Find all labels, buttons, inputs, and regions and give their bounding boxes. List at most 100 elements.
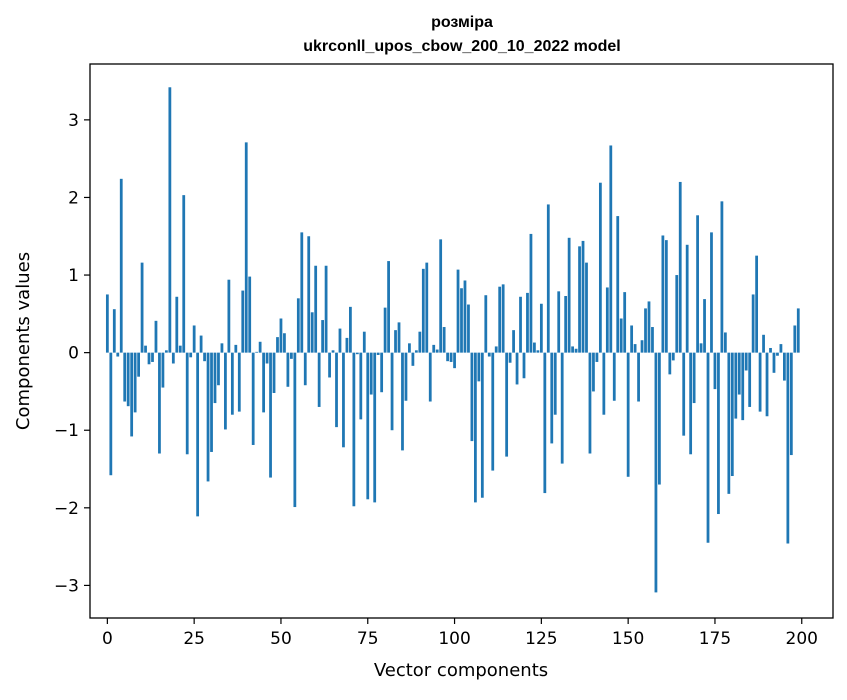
bar (355, 352, 359, 355)
bar (289, 352, 293, 359)
bar (605, 287, 609, 353)
bar (730, 352, 734, 477)
bar (765, 352, 769, 417)
bar (328, 352, 331, 378)
bar (397, 322, 401, 353)
bar (105, 294, 109, 353)
bar (352, 352, 356, 507)
bar (251, 352, 255, 445)
bar (661, 235, 665, 353)
bar (387, 261, 390, 353)
bar (633, 344, 637, 353)
bar (585, 262, 588, 353)
bar (581, 240, 585, 353)
bar (751, 294, 755, 353)
bar (373, 352, 377, 503)
bar (414, 350, 418, 353)
bar (456, 269, 460, 353)
bar (460, 288, 463, 353)
bar (390, 352, 394, 431)
bar (623, 292, 627, 353)
bar (307, 236, 311, 353)
y-axis-label: Components values (13, 252, 34, 430)
bar (293, 352, 297, 508)
bar (467, 304, 470, 353)
bar (310, 312, 314, 353)
bar (536, 350, 540, 353)
bar (515, 352, 519, 385)
bar (713, 352, 717, 390)
bar (109, 352, 113, 476)
bar (637, 352, 640, 402)
bar (505, 352, 509, 457)
bar (369, 352, 373, 395)
x-tick-label: 25 (183, 629, 205, 649)
bar (529, 233, 533, 353)
bar (112, 309, 116, 353)
bar (651, 327, 654, 353)
bar (224, 352, 227, 430)
y-tick-label: 1 (68, 266, 79, 286)
bar (498, 286, 502, 353)
bar (196, 352, 200, 517)
bar (314, 265, 318, 353)
bar (345, 337, 349, 353)
bar (595, 352, 599, 362)
bar (123, 352, 127, 402)
bar (171, 352, 175, 364)
bar (588, 352, 592, 454)
bar (480, 352, 484, 498)
bar (723, 332, 727, 353)
bar (147, 352, 151, 365)
bar (185, 352, 189, 455)
bar (189, 352, 193, 358)
bar (717, 352, 720, 515)
bar (675, 275, 679, 353)
y-tick-label: 3 (68, 111, 79, 131)
bar (154, 320, 158, 353)
bar (359, 352, 363, 420)
bar (241, 290, 245, 353)
bar (543, 352, 547, 494)
bar (428, 352, 432, 402)
bar (342, 352, 345, 448)
bar (383, 307, 387, 353)
bar (612, 352, 616, 401)
bar (446, 352, 449, 362)
bar (442, 327, 446, 353)
bar (269, 352, 272, 478)
bar (793, 325, 797, 353)
bar (234, 344, 238, 353)
y-tick-label: 2 (68, 188, 79, 208)
bar (682, 352, 686, 436)
bar (533, 342, 536, 353)
bar (192, 325, 196, 353)
y-tick-label: −2 (54, 499, 79, 519)
bar (512, 330, 515, 353)
bar (119, 178, 123, 353)
bar (394, 330, 397, 353)
bar (574, 348, 578, 353)
bar (425, 262, 429, 353)
bar (126, 352, 130, 407)
bar (578, 246, 581, 353)
bar (283, 333, 286, 353)
bar (494, 346, 498, 353)
bar (151, 352, 154, 362)
bar (404, 352, 408, 401)
bar (519, 296, 522, 353)
bar (349, 306, 352, 353)
bar (668, 352, 672, 375)
bar (463, 280, 467, 353)
bar (501, 284, 505, 353)
bar (213, 352, 217, 404)
bar (203, 352, 206, 362)
bar (161, 352, 165, 388)
chart-title: розміра (431, 14, 493, 31)
x-tick-label: 0 (102, 629, 113, 649)
bar (376, 352, 380, 355)
bar (453, 352, 456, 369)
bar (317, 352, 321, 407)
